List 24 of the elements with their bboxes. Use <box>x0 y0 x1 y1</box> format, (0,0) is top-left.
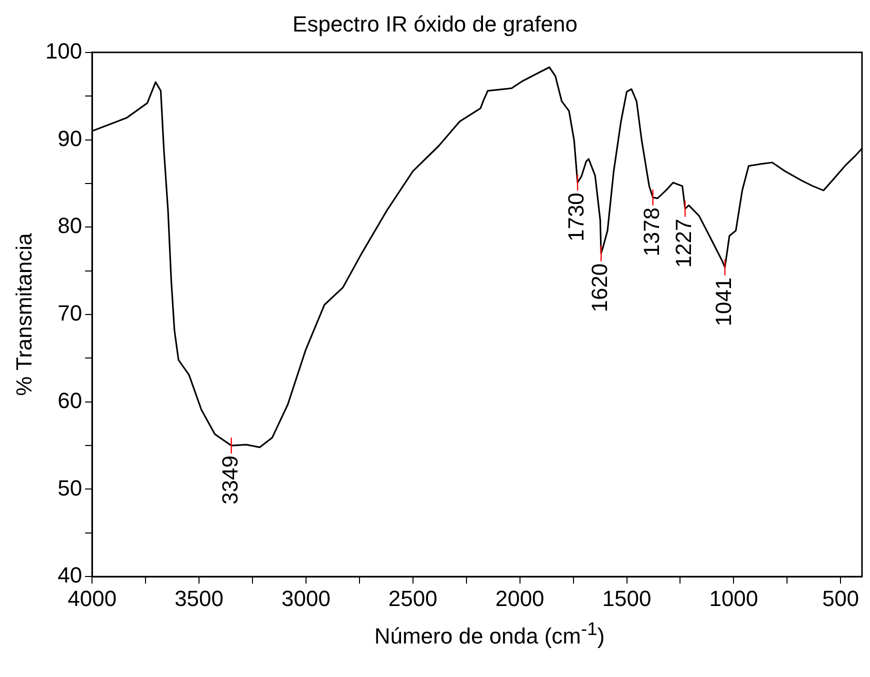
x-tick-label: 3500 <box>174 586 224 611</box>
y-tick-label: 70 <box>58 300 82 326</box>
y-tick-label: 80 <box>58 213 82 238</box>
x-axis-title: Número de onda (cm$^{-1}$) <box>373 618 606 650</box>
y-tick-label: 100 <box>45 38 82 64</box>
x-tick-label: 2500 <box>388 586 438 611</box>
x-tick-label: 500 <box>822 586 859 611</box>
x-tick-label: 2000 <box>495 586 544 611</box>
y-tick-label: 50 <box>58 475 82 500</box>
annotation: 1378 <box>638 207 664 256</box>
chart-title: Espectro IR óxido de grafeno <box>292 11 578 36</box>
x-tick-label: 4000 <box>68 586 117 611</box>
annotation: 1041 <box>710 277 736 326</box>
annotation: 3349 <box>217 456 242 505</box>
annotation: 1227 <box>671 218 696 268</box>
y-tick-label: 90 <box>58 126 82 151</box>
x-tick-label: 1500 <box>602 586 652 611</box>
annotation: 1620 <box>587 263 612 312</box>
x-tick-label: 1000 <box>709 586 758 611</box>
y-tick-label: 40 <box>58 562 82 588</box>
x-tick-label: 3000 <box>281 586 330 611</box>
annotation: 1730 <box>564 192 589 242</box>
y-tick-label: 60 <box>58 388 82 413</box>
y-axis-title: % Transmitancia <box>11 232 36 396</box>
